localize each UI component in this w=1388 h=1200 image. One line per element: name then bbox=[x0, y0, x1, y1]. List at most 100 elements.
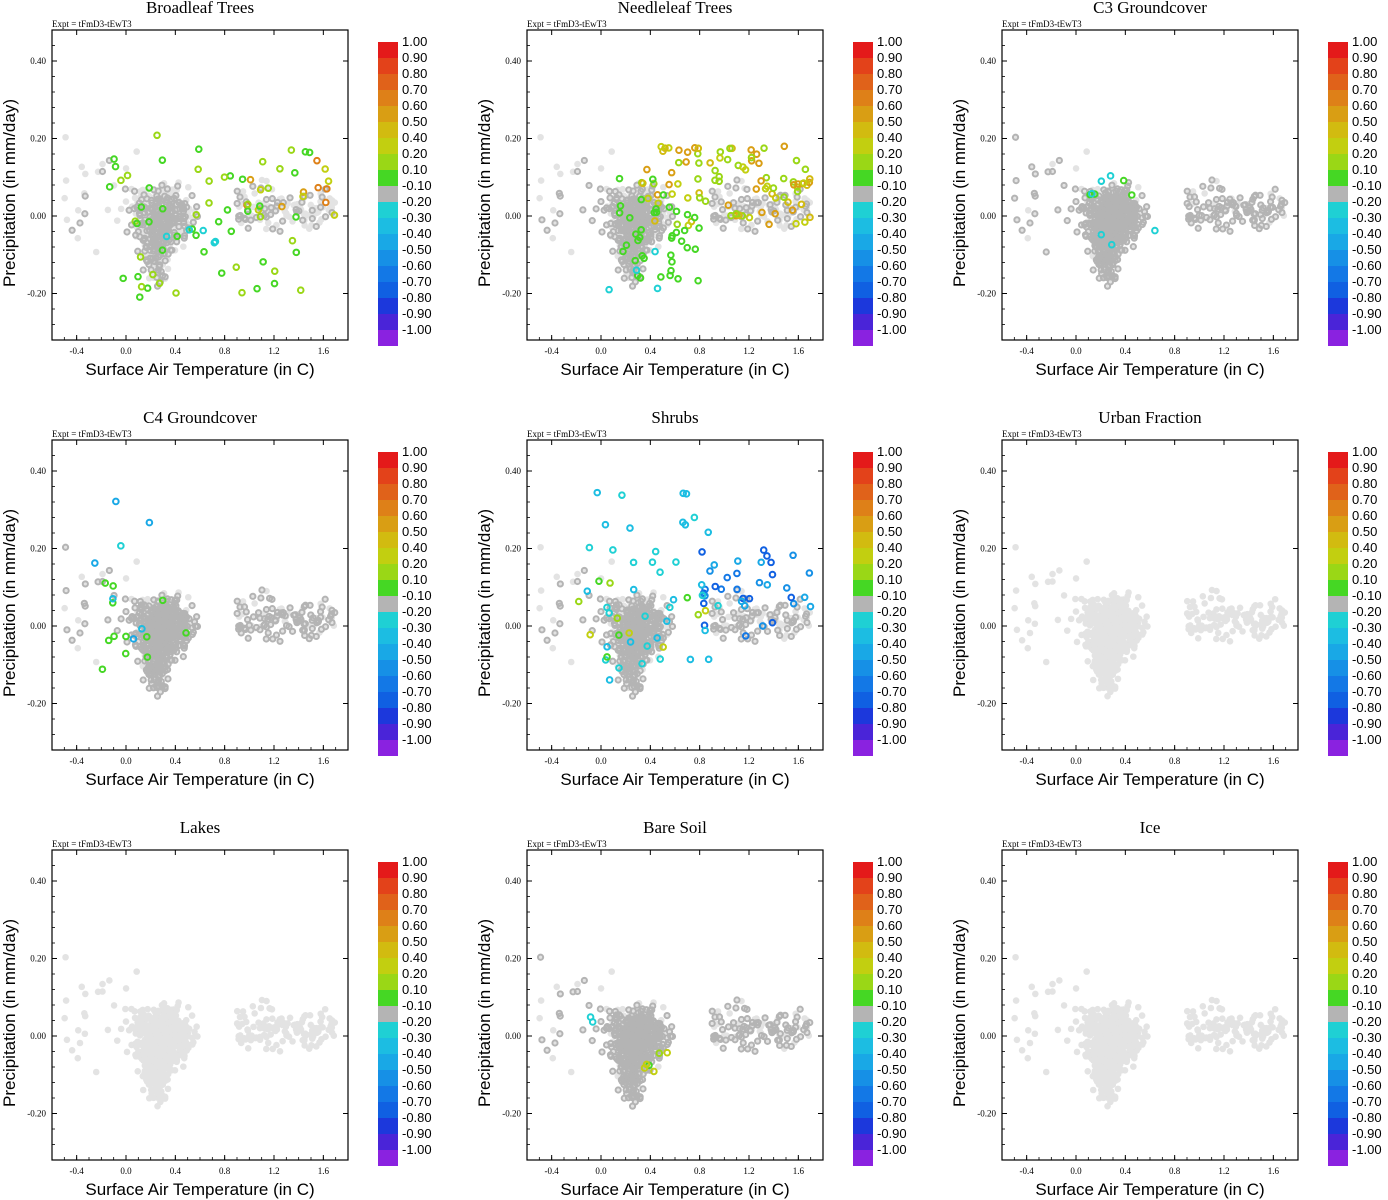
scatter-point bbox=[194, 165, 202, 174]
scatter-point bbox=[299, 216, 307, 224]
y-tick-label: 0.40 bbox=[980, 56, 996, 66]
scatter-point bbox=[549, 234, 557, 242]
colorbar-swatch bbox=[378, 138, 398, 154]
colorbar-label: -0.20 bbox=[877, 194, 907, 209]
scatter-point bbox=[760, 144, 768, 152]
scatter-point bbox=[147, 196, 156, 204]
scatter-point bbox=[768, 189, 776, 198]
scatter-point bbox=[716, 148, 725, 156]
scatter-point bbox=[1049, 160, 1056, 168]
scatter-point bbox=[180, 234, 188, 242]
scatter-point bbox=[292, 248, 301, 257]
scatter-point bbox=[292, 213, 300, 221]
colorbar-swatch bbox=[853, 266, 873, 282]
scatter-point bbox=[321, 198, 330, 207]
scatter-point bbox=[279, 217, 287, 225]
scatter-point bbox=[81, 210, 89, 218]
experiment-label: Expt = tFmD3-tEwT3 bbox=[52, 19, 132, 29]
scatter-point bbox=[287, 146, 296, 154]
colorbar-swatch bbox=[378, 314, 398, 330]
colorbar-swatch bbox=[378, 90, 398, 106]
scatter-point bbox=[61, 194, 68, 202]
colorbar-label: -0.50 bbox=[1352, 242, 1382, 257]
scatter-point bbox=[223, 206, 232, 214]
scatter-point bbox=[117, 205, 125, 213]
colorbar-label: -0.60 bbox=[1352, 258, 1382, 273]
scatter-point bbox=[99, 570, 106, 578]
scatter-point bbox=[273, 198, 282, 207]
x-tick-label: 0.0 bbox=[120, 346, 132, 356]
colorbar-swatch bbox=[1328, 74, 1348, 90]
scatter-point bbox=[270, 279, 279, 288]
scatter-point bbox=[701, 197, 710, 205]
scatter-point bbox=[111, 162, 120, 171]
scatter-point bbox=[113, 217, 121, 224]
colorbar-swatch bbox=[378, 202, 398, 218]
scatter-point bbox=[226, 172, 235, 180]
colorbar-label: 0.70 bbox=[402, 82, 427, 97]
scatter-point bbox=[158, 181, 166, 189]
scatter-point bbox=[1072, 165, 1080, 172]
y-tick-label: 0.40 bbox=[505, 56, 521, 66]
scatter-point bbox=[683, 210, 692, 219]
scatter-point bbox=[184, 183, 192, 191]
scatter-point bbox=[78, 163, 86, 171]
scatter-point bbox=[249, 182, 257, 190]
scatter-point bbox=[723, 155, 732, 164]
scatter-point bbox=[695, 193, 704, 202]
colorbar-label: 0.80 bbox=[402, 66, 427, 81]
scatter-point bbox=[167, 195, 176, 204]
x-tick-label: 1.2 bbox=[743, 346, 754, 356]
colorbar-swatch bbox=[1328, 202, 1348, 218]
scatter-point bbox=[135, 293, 144, 301]
colorbar-label: 0.90 bbox=[1352, 50, 1377, 65]
plot-frame bbox=[1001, 29, 1299, 341]
colorbar-label: 0.80 bbox=[877, 66, 902, 81]
scatter-point bbox=[134, 247, 142, 255]
scatter-point bbox=[657, 142, 665, 151]
x-axis-label: Surface Air Temperature (in C) bbox=[560, 360, 789, 379]
colorbar-swatch bbox=[853, 250, 873, 266]
colorbar-swatch bbox=[1328, 330, 1348, 346]
colorbar-swatch bbox=[853, 314, 873, 330]
scatter-point bbox=[82, 170, 89, 178]
scatter-point bbox=[154, 187, 162, 195]
colorbar-label: -0.30 bbox=[402, 210, 432, 225]
scatter-point bbox=[597, 165, 605, 172]
colorbar-label: -0.50 bbox=[877, 242, 907, 257]
scatter-point bbox=[151, 211, 159, 219]
scatter-point bbox=[672, 207, 681, 216]
scatter-point bbox=[680, 226, 689, 235]
scatter-point bbox=[769, 184, 778, 192]
colorbar-swatch bbox=[378, 42, 398, 58]
colorbar-label: -0.40 bbox=[402, 226, 432, 241]
colorbar-label: 1.00 bbox=[1352, 34, 1377, 49]
scatter-point bbox=[180, 218, 188, 227]
x-tick-label: 0.0 bbox=[595, 346, 607, 356]
scatter-point bbox=[133, 148, 140, 155]
scatter-point bbox=[244, 224, 252, 232]
scatter-point bbox=[1083, 148, 1090, 155]
colorbar-label: 0.60 bbox=[1352, 98, 1377, 113]
scatter-point bbox=[136, 211, 144, 219]
colorbar-label: 1.00 bbox=[877, 34, 902, 49]
scatter-point bbox=[238, 175, 247, 184]
scatter-point bbox=[1134, 183, 1142, 191]
scatter-point bbox=[695, 224, 703, 232]
scatter-point bbox=[270, 267, 279, 275]
colorbar-swatch bbox=[378, 250, 398, 266]
y-tick-label: 0.00 bbox=[30, 211, 46, 221]
scatter-point bbox=[321, 165, 329, 173]
colorbar-label: 0.80 bbox=[1352, 66, 1377, 81]
scatter-point bbox=[691, 245, 700, 253]
colorbar-swatch bbox=[378, 106, 398, 122]
colorbar-label: 0.10 bbox=[877, 162, 902, 177]
colorbar-label: 0.60 bbox=[877, 98, 902, 113]
x-tick-label: 0.0 bbox=[1070, 346, 1082, 356]
x-axis-label: Surface Air Temperature (in C) bbox=[85, 360, 314, 379]
scatter-point bbox=[1024, 206, 1032, 214]
scatter-point bbox=[276, 164, 284, 173]
colorbar-swatch bbox=[378, 266, 398, 282]
colorbar-swatch bbox=[378, 122, 398, 138]
